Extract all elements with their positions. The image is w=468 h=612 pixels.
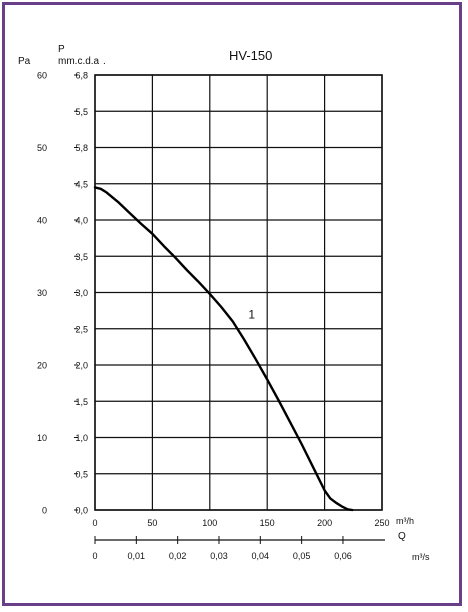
- mmcda-axis-unit-p: P: [58, 44, 65, 55]
- m3s-tick-label: 0: [92, 551, 97, 561]
- mmcda-tick-labels: 6,8 5,5 5,8 4,5 4,0 3,5 3,0 2,5 2,0 1,5 1,0 0,5 0,0: [74, 71, 88, 516]
- grid: [94, 74, 383, 511]
- m3s-tick-labels: 0 0,01 0,02 0,03 0,04 0,05 0,06: [92, 536, 352, 561]
- mmcda-tick-label: 1,0: [75, 433, 88, 443]
- m3h-tick-label: 50: [147, 518, 157, 528]
- m3h-tick-label: 250: [374, 518, 389, 528]
- pa-tick-label: 10: [37, 433, 47, 443]
- pa-tick-labels: 60 50 40 30 20 10 0: [37, 71, 47, 516]
- m3s-tick-label: 0,04: [252, 551, 270, 561]
- mmcda-tick-label: 6,8: [75, 71, 88, 81]
- plot-border: [94, 74, 383, 511]
- m3h-tick-label: 100: [202, 518, 217, 528]
- m3s-tick-label: 0,01: [128, 551, 146, 561]
- series-label: 1: [248, 308, 255, 322]
- mmcda-axis-unit-dot: .: [103, 56, 106, 67]
- m3h-tick-label: 150: [260, 518, 275, 528]
- chart-frame: [2, 2, 462, 606]
- pa-tick-label: 40: [37, 216, 47, 226]
- mmcda-tick-label: 2,0: [75, 361, 88, 371]
- mmcda-tick-label: 2,5: [75, 324, 88, 334]
- chart-title: HV-150: [229, 48, 272, 63]
- m3h-axis-unit: m³/h: [396, 516, 414, 526]
- m3h-tick-label: 0: [92, 518, 97, 528]
- curve-layer: 1: [93, 186, 354, 512]
- mmcda-tick-label: 1,5: [75, 397, 88, 407]
- series-curve-1: [93, 186, 354, 512]
- m3s-tick-label: 0,03: [210, 551, 228, 561]
- mmcda-tick-label: 4,5: [75, 179, 88, 189]
- mmcda-tick-label: 4,0: [75, 216, 88, 226]
- mmcda-axis-unit: mm.c.d.a: [58, 56, 100, 67]
- m3s-tick-label: 0,06: [334, 551, 352, 561]
- mmcda-tick-label: 3,5: [75, 252, 88, 262]
- mmcda-tick-label: 0,5: [75, 469, 88, 479]
- pa-tick-label: 0: [42, 506, 47, 516]
- m3s-axis-unit: m³/s: [412, 552, 430, 562]
- m3s-tick-label: 0,02: [169, 551, 187, 561]
- pa-tick-label: 50: [37, 143, 47, 153]
- m3s-tick-label: 0,05: [293, 551, 311, 561]
- pa-tick-label: 60: [37, 71, 47, 81]
- pa-axis-unit: Pa: [18, 56, 31, 67]
- mmcda-tick-label: 3,0: [75, 288, 88, 298]
- pa-tick-label: 30: [37, 288, 47, 298]
- q-axis-label: Q: [398, 531, 406, 542]
- mmcda-tick-label: 5,5: [75, 107, 88, 117]
- mmcda-tick-label: 5,8: [75, 143, 88, 153]
- m3h-tick-labels: 0 50 100 150 200 250: [92, 518, 389, 528]
- mmcda-tick-label: 0,0: [75, 506, 88, 516]
- m3h-tick-label: 200: [317, 518, 332, 528]
- pa-tick-label: 20: [37, 361, 47, 371]
